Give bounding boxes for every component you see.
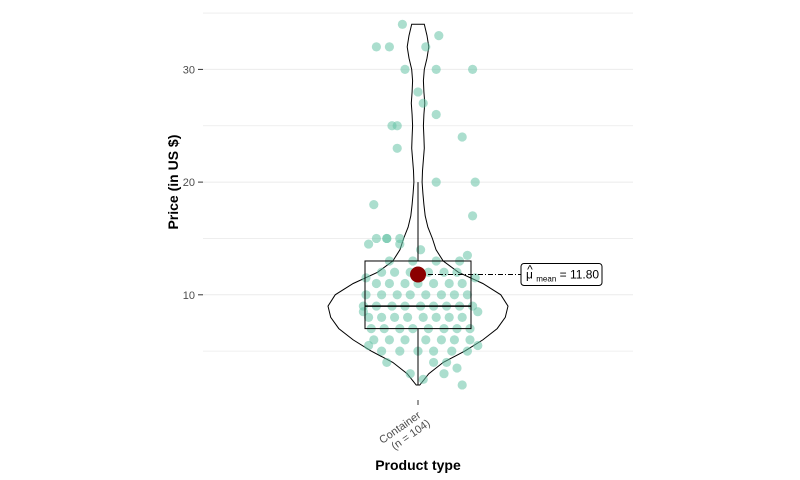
data-point xyxy=(405,369,415,379)
data-point xyxy=(468,211,478,221)
data-point xyxy=(429,346,439,356)
data-point xyxy=(371,42,381,52)
data-point xyxy=(382,233,392,244)
data-point xyxy=(361,273,371,283)
data-point xyxy=(395,239,405,249)
data-point xyxy=(457,132,467,142)
data-point xyxy=(462,250,472,260)
data-point xyxy=(431,177,441,187)
data-point xyxy=(462,346,472,356)
data-point xyxy=(444,312,454,322)
data-point xyxy=(418,98,428,108)
mean-label: ^ μ mean = 11.80 xyxy=(520,263,603,287)
data-point xyxy=(364,239,374,249)
mean-label-box xyxy=(520,263,603,287)
data-point xyxy=(403,312,413,322)
box-rect xyxy=(364,260,472,330)
y-tick-label: 30 xyxy=(183,64,195,76)
data-point xyxy=(468,64,478,74)
data-point xyxy=(377,312,387,322)
data-point xyxy=(449,335,459,345)
data-point xyxy=(400,278,410,289)
data-point xyxy=(416,245,426,255)
data-point xyxy=(429,357,439,368)
data-point xyxy=(457,278,467,289)
data-point xyxy=(434,30,444,41)
data-point xyxy=(405,290,415,300)
data-point xyxy=(371,278,381,289)
mean-label-subscript: mean xyxy=(536,275,556,284)
data-point xyxy=(392,290,402,300)
data-point xyxy=(358,307,368,317)
data-point xyxy=(439,267,449,277)
box-plot xyxy=(364,182,472,385)
data-point xyxy=(470,273,480,283)
y-tick-label: 20 xyxy=(183,177,195,189)
mean-label-text: μ mean = 11.80 xyxy=(526,268,599,285)
data-point xyxy=(377,346,387,356)
data-point xyxy=(418,374,428,384)
data-point xyxy=(361,290,371,300)
data-point xyxy=(421,335,431,345)
data-point xyxy=(377,267,387,277)
data-point xyxy=(364,340,374,351)
data-point xyxy=(387,121,397,131)
data-point xyxy=(452,363,462,373)
data-points xyxy=(358,19,483,390)
data-point xyxy=(473,307,483,317)
mean-point xyxy=(410,266,426,283)
data-point xyxy=(382,357,392,368)
data-point xyxy=(431,64,441,74)
data-point xyxy=(395,346,405,356)
data-point xyxy=(449,290,459,300)
data-point xyxy=(384,42,394,52)
data-point xyxy=(431,312,441,322)
mean-label-equals: = xyxy=(560,268,570,282)
data-point xyxy=(431,109,441,120)
data-point xyxy=(384,335,394,345)
x-tick-label: Container (n = 104) xyxy=(377,408,432,457)
data-point xyxy=(384,278,394,289)
data-point xyxy=(413,87,423,97)
data-point xyxy=(447,346,457,356)
data-point xyxy=(436,335,446,345)
data-point xyxy=(418,312,428,322)
data-point xyxy=(397,19,407,29)
data-point xyxy=(473,340,483,351)
data-point xyxy=(442,357,452,368)
data-point xyxy=(400,335,410,345)
data-point xyxy=(377,290,387,300)
x-axis-title: Product type xyxy=(375,457,461,473)
data-point xyxy=(444,278,454,289)
mean-label-symbol: μ xyxy=(526,268,533,282)
y-axis-ticks: 10 20 30 xyxy=(183,64,203,302)
data-point xyxy=(436,290,446,300)
data-point xyxy=(457,312,467,322)
data-point xyxy=(465,335,475,345)
y-axis-title: Price (in US $) xyxy=(165,135,181,230)
mean-label-hat: ^ xyxy=(527,263,533,277)
y-tick-label: 10 xyxy=(183,290,195,302)
data-point xyxy=(400,64,410,74)
data-point xyxy=(470,177,480,187)
data-point xyxy=(462,290,472,300)
data-point xyxy=(371,233,381,244)
data-point xyxy=(390,312,400,322)
data-point xyxy=(421,290,431,300)
data-point xyxy=(439,369,449,379)
data-point xyxy=(392,143,402,153)
data-point xyxy=(429,278,439,289)
data-point xyxy=(452,267,462,277)
data-point xyxy=(369,200,379,210)
mean-label-value: 11.80 xyxy=(570,268,599,282)
data-point xyxy=(457,380,467,390)
mean-layer xyxy=(410,266,521,283)
data-point xyxy=(390,267,400,277)
data-point xyxy=(421,42,431,52)
